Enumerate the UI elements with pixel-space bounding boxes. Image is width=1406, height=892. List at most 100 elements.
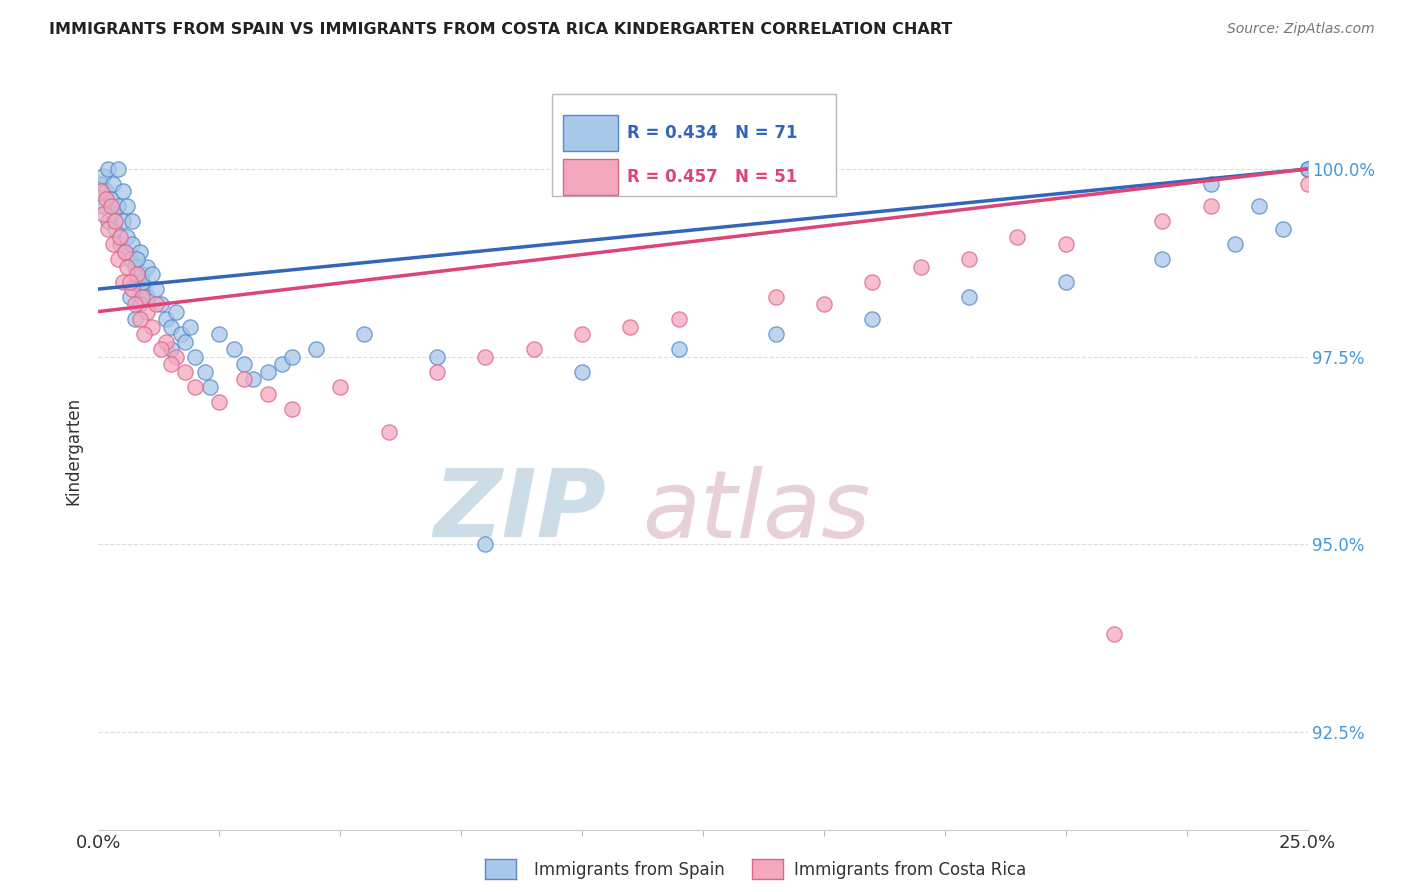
Point bbox=[121, 237, 143, 252]
FancyBboxPatch shape bbox=[551, 95, 837, 196]
FancyBboxPatch shape bbox=[562, 159, 619, 195]
Point bbox=[91, 169, 114, 184]
Point bbox=[1054, 275, 1077, 289]
Point bbox=[141, 267, 163, 281]
Point bbox=[150, 297, 173, 311]
Point bbox=[184, 379, 207, 393]
Point bbox=[208, 327, 231, 342]
Point bbox=[1249, 199, 1271, 213]
Point bbox=[131, 275, 153, 289]
Point bbox=[117, 199, 139, 213]
Point bbox=[127, 267, 149, 281]
Point bbox=[957, 289, 980, 303]
Point bbox=[94, 192, 117, 206]
Point bbox=[169, 327, 191, 342]
Point bbox=[107, 199, 129, 213]
Point bbox=[131, 267, 153, 281]
Point bbox=[813, 297, 835, 311]
Point bbox=[104, 214, 127, 228]
Point bbox=[1054, 237, 1077, 252]
Point bbox=[100, 192, 122, 206]
Point bbox=[765, 327, 787, 342]
Point bbox=[141, 319, 163, 334]
Point bbox=[90, 177, 112, 191]
Text: ZIP: ZIP bbox=[433, 465, 606, 558]
FancyBboxPatch shape bbox=[562, 115, 619, 151]
Text: atlas: atlas bbox=[643, 466, 870, 557]
Point bbox=[474, 537, 496, 551]
Point bbox=[155, 334, 177, 349]
Point bbox=[135, 304, 157, 318]
Point bbox=[155, 312, 177, 326]
Point bbox=[474, 350, 496, 364]
Text: Immigrants from Costa Rica: Immigrants from Costa Rica bbox=[794, 861, 1026, 879]
Point bbox=[91, 199, 114, 213]
Point bbox=[765, 289, 787, 303]
Point bbox=[114, 244, 136, 259]
Point bbox=[281, 350, 304, 364]
Point bbox=[128, 297, 150, 311]
Point bbox=[97, 214, 120, 228]
Point bbox=[184, 350, 207, 364]
Point bbox=[91, 207, 114, 221]
Point bbox=[107, 252, 129, 266]
Point bbox=[165, 304, 187, 318]
Point bbox=[97, 222, 120, 236]
Point bbox=[353, 327, 375, 342]
Point bbox=[135, 260, 157, 274]
Point bbox=[118, 289, 141, 303]
Point bbox=[174, 334, 197, 349]
Text: Immigrants from Spain: Immigrants from Spain bbox=[534, 861, 725, 879]
Point bbox=[127, 252, 149, 266]
Point bbox=[134, 282, 156, 296]
Point bbox=[1296, 161, 1319, 176]
Point bbox=[145, 282, 167, 296]
Point bbox=[1152, 214, 1174, 228]
Point bbox=[118, 275, 141, 289]
Point bbox=[860, 312, 883, 326]
Point bbox=[101, 207, 124, 221]
Point bbox=[128, 244, 150, 259]
Point bbox=[281, 402, 304, 417]
Point bbox=[194, 365, 217, 379]
Point bbox=[160, 319, 183, 334]
Point bbox=[179, 319, 201, 334]
Point bbox=[131, 289, 153, 303]
Point bbox=[329, 379, 352, 393]
Point bbox=[145, 297, 167, 311]
Point bbox=[271, 357, 294, 371]
Point bbox=[957, 252, 980, 266]
Point bbox=[242, 372, 264, 386]
Point bbox=[117, 260, 139, 274]
Point bbox=[668, 342, 690, 356]
Point bbox=[1296, 161, 1319, 176]
Point bbox=[1296, 177, 1319, 191]
Point bbox=[100, 199, 122, 213]
Point bbox=[256, 387, 278, 401]
Point bbox=[1199, 199, 1222, 213]
Text: R = 0.434   N = 71: R = 0.434 N = 71 bbox=[627, 124, 797, 142]
Point bbox=[426, 365, 449, 379]
Point bbox=[107, 161, 129, 176]
Point bbox=[523, 342, 546, 356]
Point bbox=[160, 342, 183, 356]
Point bbox=[104, 222, 127, 236]
Point bbox=[121, 214, 143, 228]
Point bbox=[127, 275, 149, 289]
Point bbox=[1223, 237, 1246, 252]
Point bbox=[135, 289, 157, 303]
Point bbox=[124, 297, 146, 311]
Point bbox=[619, 319, 641, 334]
Point bbox=[1007, 229, 1029, 244]
Point bbox=[208, 394, 231, 409]
Point bbox=[426, 350, 449, 364]
Point bbox=[256, 365, 278, 379]
Point bbox=[1272, 222, 1295, 236]
Point bbox=[97, 161, 120, 176]
Point bbox=[94, 185, 117, 199]
Point bbox=[134, 327, 156, 342]
Point bbox=[124, 312, 146, 326]
Point bbox=[101, 177, 124, 191]
Point bbox=[1102, 627, 1125, 641]
Y-axis label: Kindergarten: Kindergarten bbox=[65, 396, 83, 505]
